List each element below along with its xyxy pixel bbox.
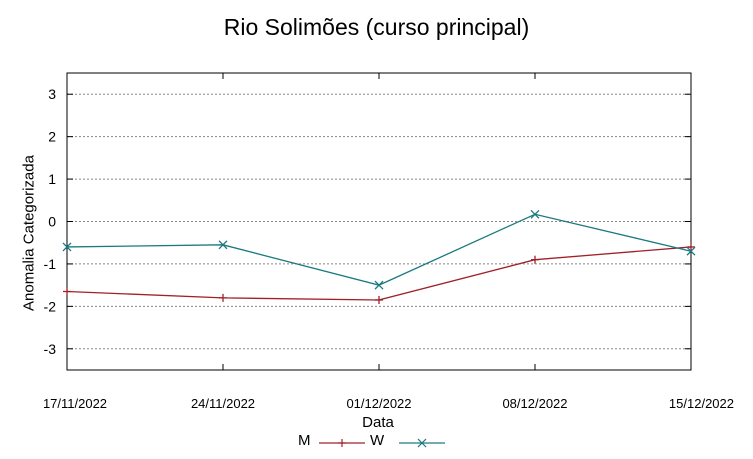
x-tick-label: 17/11/2022: [43, 396, 107, 411]
x-axis-label: Data: [362, 414, 394, 431]
y-tick-label: 1: [48, 171, 56, 187]
x-tick-label: 08/12/2022: [502, 396, 567, 411]
plot-frame: [66, 72, 692, 371]
y-tick-label: 3: [48, 86, 56, 102]
data-point-m: [687, 242, 695, 251]
data-point-w: [530, 209, 540, 219]
legend-label-m: M: [298, 432, 311, 449]
y-tick-label: -1: [44, 256, 57, 272]
x-tick-label: 01/12/2022: [346, 396, 411, 411]
data-point-w: [62, 242, 72, 252]
legend: M W: [0, 432, 753, 452]
legend-swatch-w: [399, 438, 445, 448]
data-point-m: [531, 255, 539, 264]
data-point-m: [375, 295, 383, 304]
y-tick-label: -2: [44, 298, 57, 314]
y-tick-label: -3: [44, 341, 57, 357]
chart-title: Rio Solimões (curso principal): [223, 14, 530, 40]
data-point-m: [63, 287, 71, 296]
series-line-m: [66, 246, 692, 301]
data-point-m: [219, 293, 227, 302]
y-tick-label: 2: [48, 129, 56, 145]
legend-swatch-m: [319, 439, 365, 447]
data-point-w: [374, 280, 384, 290]
series-line-w: [66, 213, 692, 286]
x-tick-label: 15/12/2022: [669, 396, 734, 411]
data-point-w: [218, 240, 228, 250]
x-tick-label: 24/11/2022: [191, 396, 255, 411]
data-point-w: [686, 246, 696, 256]
legend-label-w: W: [370, 432, 385, 449]
y-tick-label: 0: [48, 214, 56, 230]
